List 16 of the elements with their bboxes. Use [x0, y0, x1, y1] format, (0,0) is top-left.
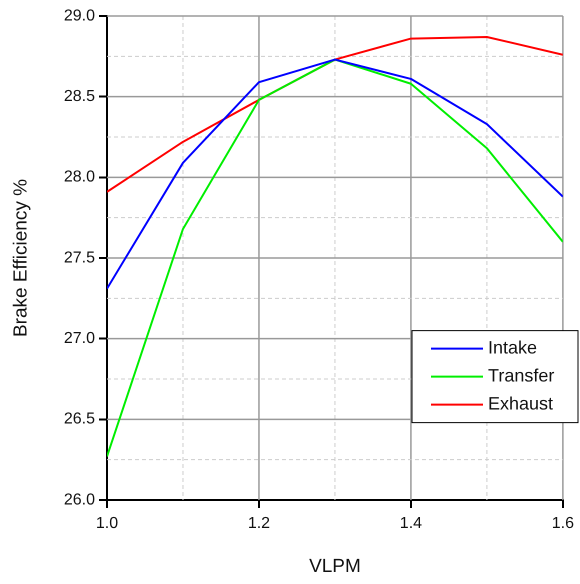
x-tick-label: 1.2 [248, 515, 270, 532]
y-axis-title: Brake Efficiency % [10, 178, 32, 338]
x-tick-label: 1.0 [96, 515, 118, 532]
x-tick-label: 1.6 [552, 515, 574, 532]
y-tick-label: 26.5 [64, 410, 96, 428]
y-tick-label: 27.0 [64, 330, 96, 348]
y-tick-label: 26.0 [64, 491, 96, 508]
legend-label: Exhaust [488, 394, 554, 414]
y-tick-label: 28.0 [64, 168, 96, 186]
legend-label: Intake [488, 338, 538, 358]
y-tick-label: 27.5 [64, 249, 96, 266]
y-tick-label: 29.0 [64, 7, 96, 24]
legend-label: Transfer [488, 366, 554, 386]
y-tick-label: 28.5 [64, 88, 96, 106]
x-tick-label: 1.4 [400, 515, 422, 532]
x-axis-title: VLPM [309, 556, 361, 577]
